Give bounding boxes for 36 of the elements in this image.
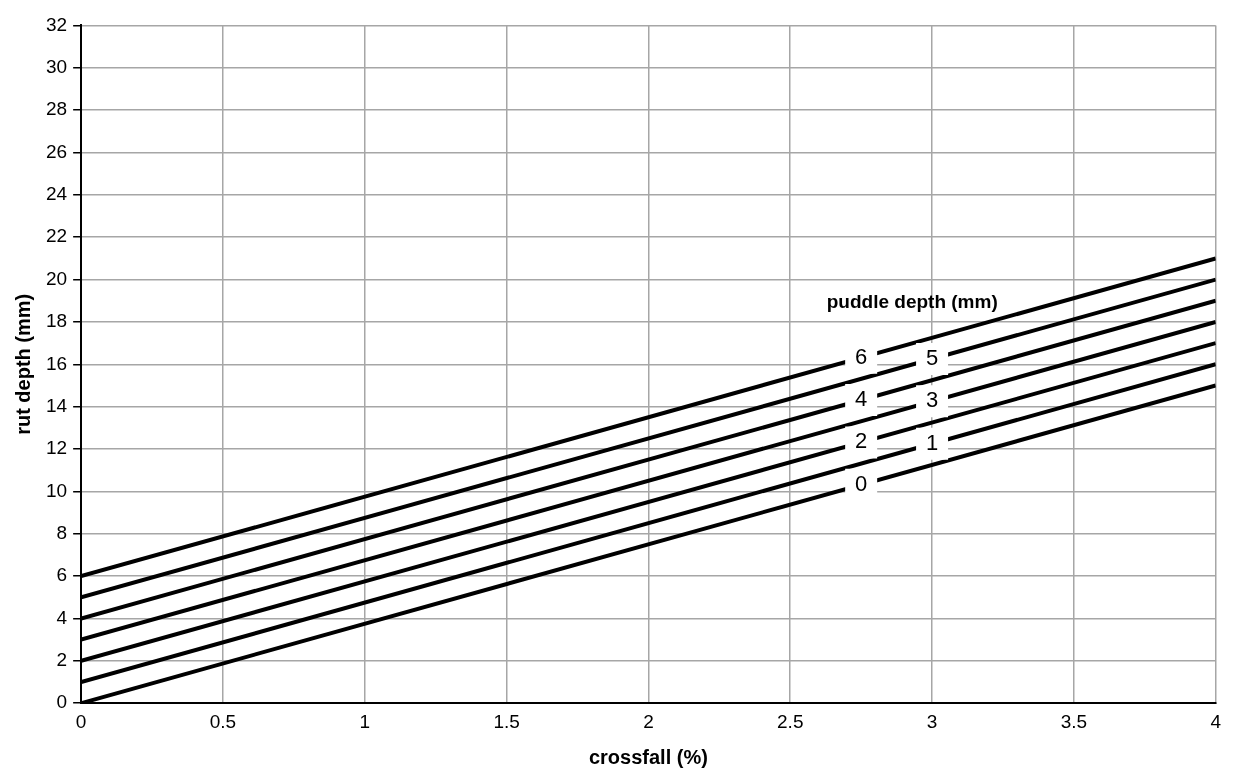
y-tick-label: 22 (45, 225, 68, 247)
y-axis-title: rut depth (mm) (11, 293, 34, 435)
series-label: 2 (855, 428, 868, 454)
legend-title: puddle depth (mm) (826, 291, 998, 313)
y-tick-label: 32 (45, 13, 68, 35)
y-tick-label: 28 (45, 98, 68, 120)
x-tick-label: 3.5 (1060, 710, 1088, 732)
y-tick-label: 20 (45, 267, 68, 289)
x-tick-label: 1 (359, 710, 371, 732)
x-tick-label: 3 (926, 710, 938, 732)
y-tick-label: 10 (45, 479, 68, 501)
x-tick-label: 0 (75, 710, 87, 732)
x-axis-title: crossfall (%) (588, 745, 708, 768)
series-label: 1 (925, 429, 939, 455)
y-tick-label: 26 (45, 140, 68, 162)
y-tick-label: 30 (45, 56, 68, 77)
x-tick-label: 2.5 (777, 710, 804, 732)
y-tick-label: 14 (45, 394, 68, 416)
series-label: 3 (925, 387, 939, 413)
y-tick-label: 6 (56, 564, 68, 586)
x-tick-label: 4 (1210, 710, 1222, 732)
y-tick-label: 24 (45, 183, 68, 205)
x-tick-label: 2 (643, 710, 654, 732)
y-tick-label: 18 (45, 310, 68, 332)
series-label: 6 (855, 343, 868, 369)
y-tick-label: 0 (56, 691, 68, 713)
y-tick-label: 2 (56, 649, 68, 671)
y-tick-label: 8 (56, 521, 68, 543)
x-tick-label: 1.5 (493, 710, 520, 732)
x-tick-label: 0.5 (209, 710, 237, 732)
y-tick-label: 16 (45, 352, 68, 374)
series-label: 5 (925, 345, 939, 371)
series-label: 0 (855, 470, 868, 496)
series-label: 4 (855, 386, 868, 412)
y-tick-label: 4 (56, 606, 68, 628)
y-tick-label: 12 (45, 437, 68, 459)
